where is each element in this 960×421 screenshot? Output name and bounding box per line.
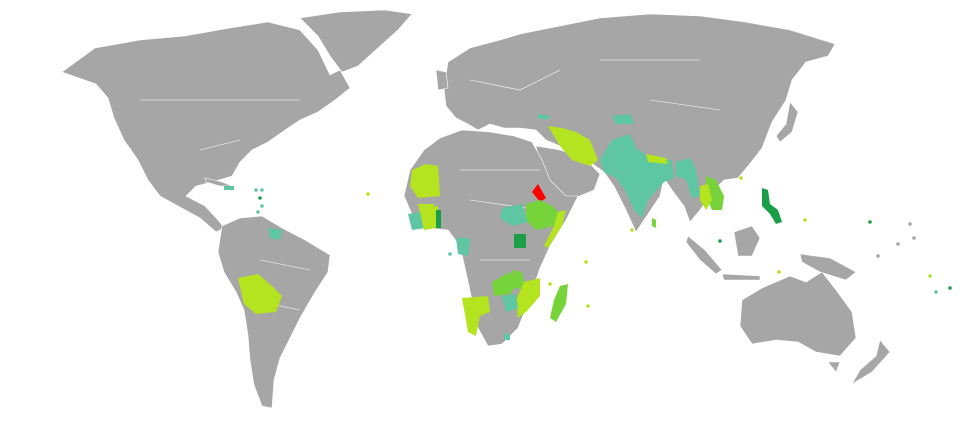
country-myanmar-bangladesh — [676, 158, 700, 198]
country-guyana-suriname — [268, 228, 282, 240]
country-namibia — [462, 296, 490, 336]
eurasia — [443, 13, 836, 233]
marker-tuvalu — [928, 274, 932, 278]
marker-caribbean — [258, 196, 262, 200]
marker-mauritius — [586, 304, 590, 308]
marker-samoa — [948, 286, 952, 290]
country-somalia — [544, 210, 566, 248]
country-pakistan-india — [600, 134, 674, 218]
country-philippines — [762, 188, 782, 224]
marker-caribbean — [254, 188, 258, 192]
country-benin — [436, 210, 441, 228]
tasmania — [827, 361, 841, 373]
borders — [140, 59, 721, 311]
country-sri-lanka — [652, 218, 656, 228]
country-madagascar — [550, 284, 568, 322]
borneo — [733, 225, 761, 257]
country-ethiopia — [526, 200, 560, 230]
country-mozambique — [516, 278, 540, 318]
country-ghana — [428, 206, 438, 228]
country-south-sudan — [500, 204, 528, 226]
marker-comoros — [548, 282, 552, 286]
marker-caribbean — [260, 188, 264, 192]
island-markers — [254, 176, 952, 308]
marker-caribbean — [260, 204, 264, 208]
country-thailand — [700, 184, 712, 210]
country-mauritania — [410, 164, 440, 198]
new-zealand — [851, 339, 891, 385]
marker-marshall — [908, 222, 912, 226]
highlighted-countries — [224, 114, 782, 340]
north-america — [61, 21, 351, 233]
country-bolivia — [238, 274, 282, 314]
marker-micronesia — [868, 220, 872, 224]
country-haiti — [224, 186, 234, 190]
marker-palau — [803, 218, 807, 222]
marker-solomon — [876, 254, 880, 258]
country-kyrgyzstan — [612, 114, 634, 124]
marker-nauru — [896, 242, 900, 246]
marker-hong-kong — [739, 176, 743, 180]
country-lesotho — [504, 334, 510, 340]
country-iran — [548, 126, 598, 166]
country-eritrea — [532, 184, 546, 202]
marker-fiji — [934, 290, 938, 294]
marker-maldives — [630, 228, 634, 232]
country-zimbabwe — [502, 294, 518, 312]
marker-cape-verde — [366, 192, 370, 196]
new-guinea — [799, 253, 857, 281]
great-britain — [435, 69, 449, 91]
java — [721, 273, 761, 281]
marker-seychelles — [584, 260, 588, 264]
country-nepal — [646, 154, 668, 164]
marker-sao-tome — [448, 252, 452, 256]
marker-singapore — [718, 239, 722, 243]
country-cameroon — [456, 238, 470, 256]
japan — [775, 101, 799, 143]
greenland — [299, 9, 413, 73]
marker-kiribati — [912, 236, 916, 240]
country-malawi — [512, 270, 526, 290]
australia — [739, 271, 857, 357]
country-georgia — [538, 114, 550, 120]
sumatra — [685, 235, 723, 275]
country-zambia — [492, 272, 520, 296]
marker-timor — [777, 270, 781, 274]
marker-caribbean — [256, 210, 260, 214]
country-uganda — [514, 234, 526, 248]
